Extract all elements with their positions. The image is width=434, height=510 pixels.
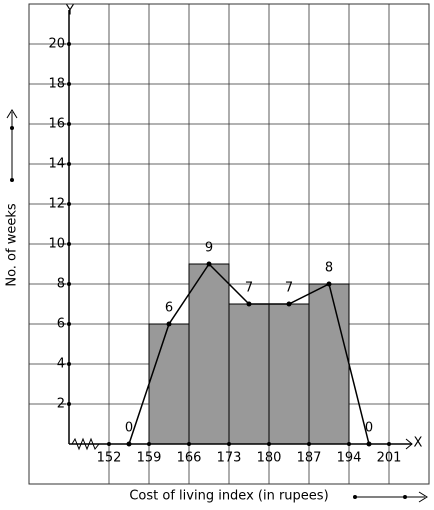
x-arrow-dot [403,495,407,499]
y-tick-label: 2 [57,397,65,412]
polygon-point [246,301,252,307]
y-tick-dot [67,362,71,366]
x-arrow-dot [353,495,357,499]
data-label: 8 [325,261,333,276]
bar [268,303,310,445]
x-axis-label: Cost of living index (in rupees) [129,489,328,504]
y-tick-dot [67,122,71,126]
data-label: 9 [205,241,213,256]
polygon-point [326,281,332,287]
data-label: 0 [125,421,133,436]
data-label: 7 [285,281,293,296]
y-tick-dot [67,202,71,206]
x-axis-letter: X [414,436,423,451]
x-tick-label: 180 [257,451,282,466]
x-tick-dot [107,442,111,446]
y-arrow-dot [10,178,14,182]
x-arrow-2-head [418,491,428,503]
bar [308,283,350,445]
y-tick-dot [67,162,71,166]
x-tick-label: 187 [297,451,322,466]
x-tick-label: 159 [137,451,162,466]
y-arrow-dot [10,126,14,130]
y-tick-label: 16 [48,117,65,132]
polygon-point [166,321,172,327]
x-tick-dot [307,442,311,446]
x-tick-dot [387,442,391,446]
y-arrow-head [6,109,18,119]
y-tick-label: 10 [48,237,65,252]
y-tick-label: 20 [48,37,65,52]
x-tick-dot [267,442,271,446]
x-tick-dot [147,442,151,446]
axis-break [71,437,100,451]
y-tick-label: 4 [57,357,65,372]
y-tick-label: 14 [48,157,65,172]
data-label: 6 [165,301,173,316]
polygon-point [366,441,372,447]
x-tick-label: 194 [337,451,362,466]
polygon-point [286,301,292,307]
bar [228,303,270,445]
y-tick-dot [67,82,71,86]
x-tick-label: 201 [377,451,402,466]
y-tick-label: 6 [57,317,65,332]
x-tick-label: 173 [217,451,242,466]
y-tick-label: 8 [57,277,65,292]
x-tick-label: 152 [97,451,122,466]
data-label: 7 [245,281,253,296]
bar [188,263,230,445]
y-tick-label: 12 [48,197,65,212]
x-tick-dot [187,442,191,446]
data-label: 0 [365,421,373,436]
y-tick-dot [67,282,71,286]
y-tick-dot [67,322,71,326]
polygon-point [126,441,132,447]
x-tick-dot [227,442,231,446]
y-tick-dot [67,42,71,46]
polygon-point [206,261,212,267]
x-tick-dot [347,442,351,446]
bar [148,323,190,445]
x-tick-label: 166 [177,451,202,466]
y-tick-dot [67,242,71,246]
y-tick-dot [67,402,71,406]
x-arrow [405,438,413,450]
y-tick-label: 18 [48,77,65,92]
y-axis-label: No. of weeks [5,203,20,287]
y-axis-letter: Y [65,4,74,19]
